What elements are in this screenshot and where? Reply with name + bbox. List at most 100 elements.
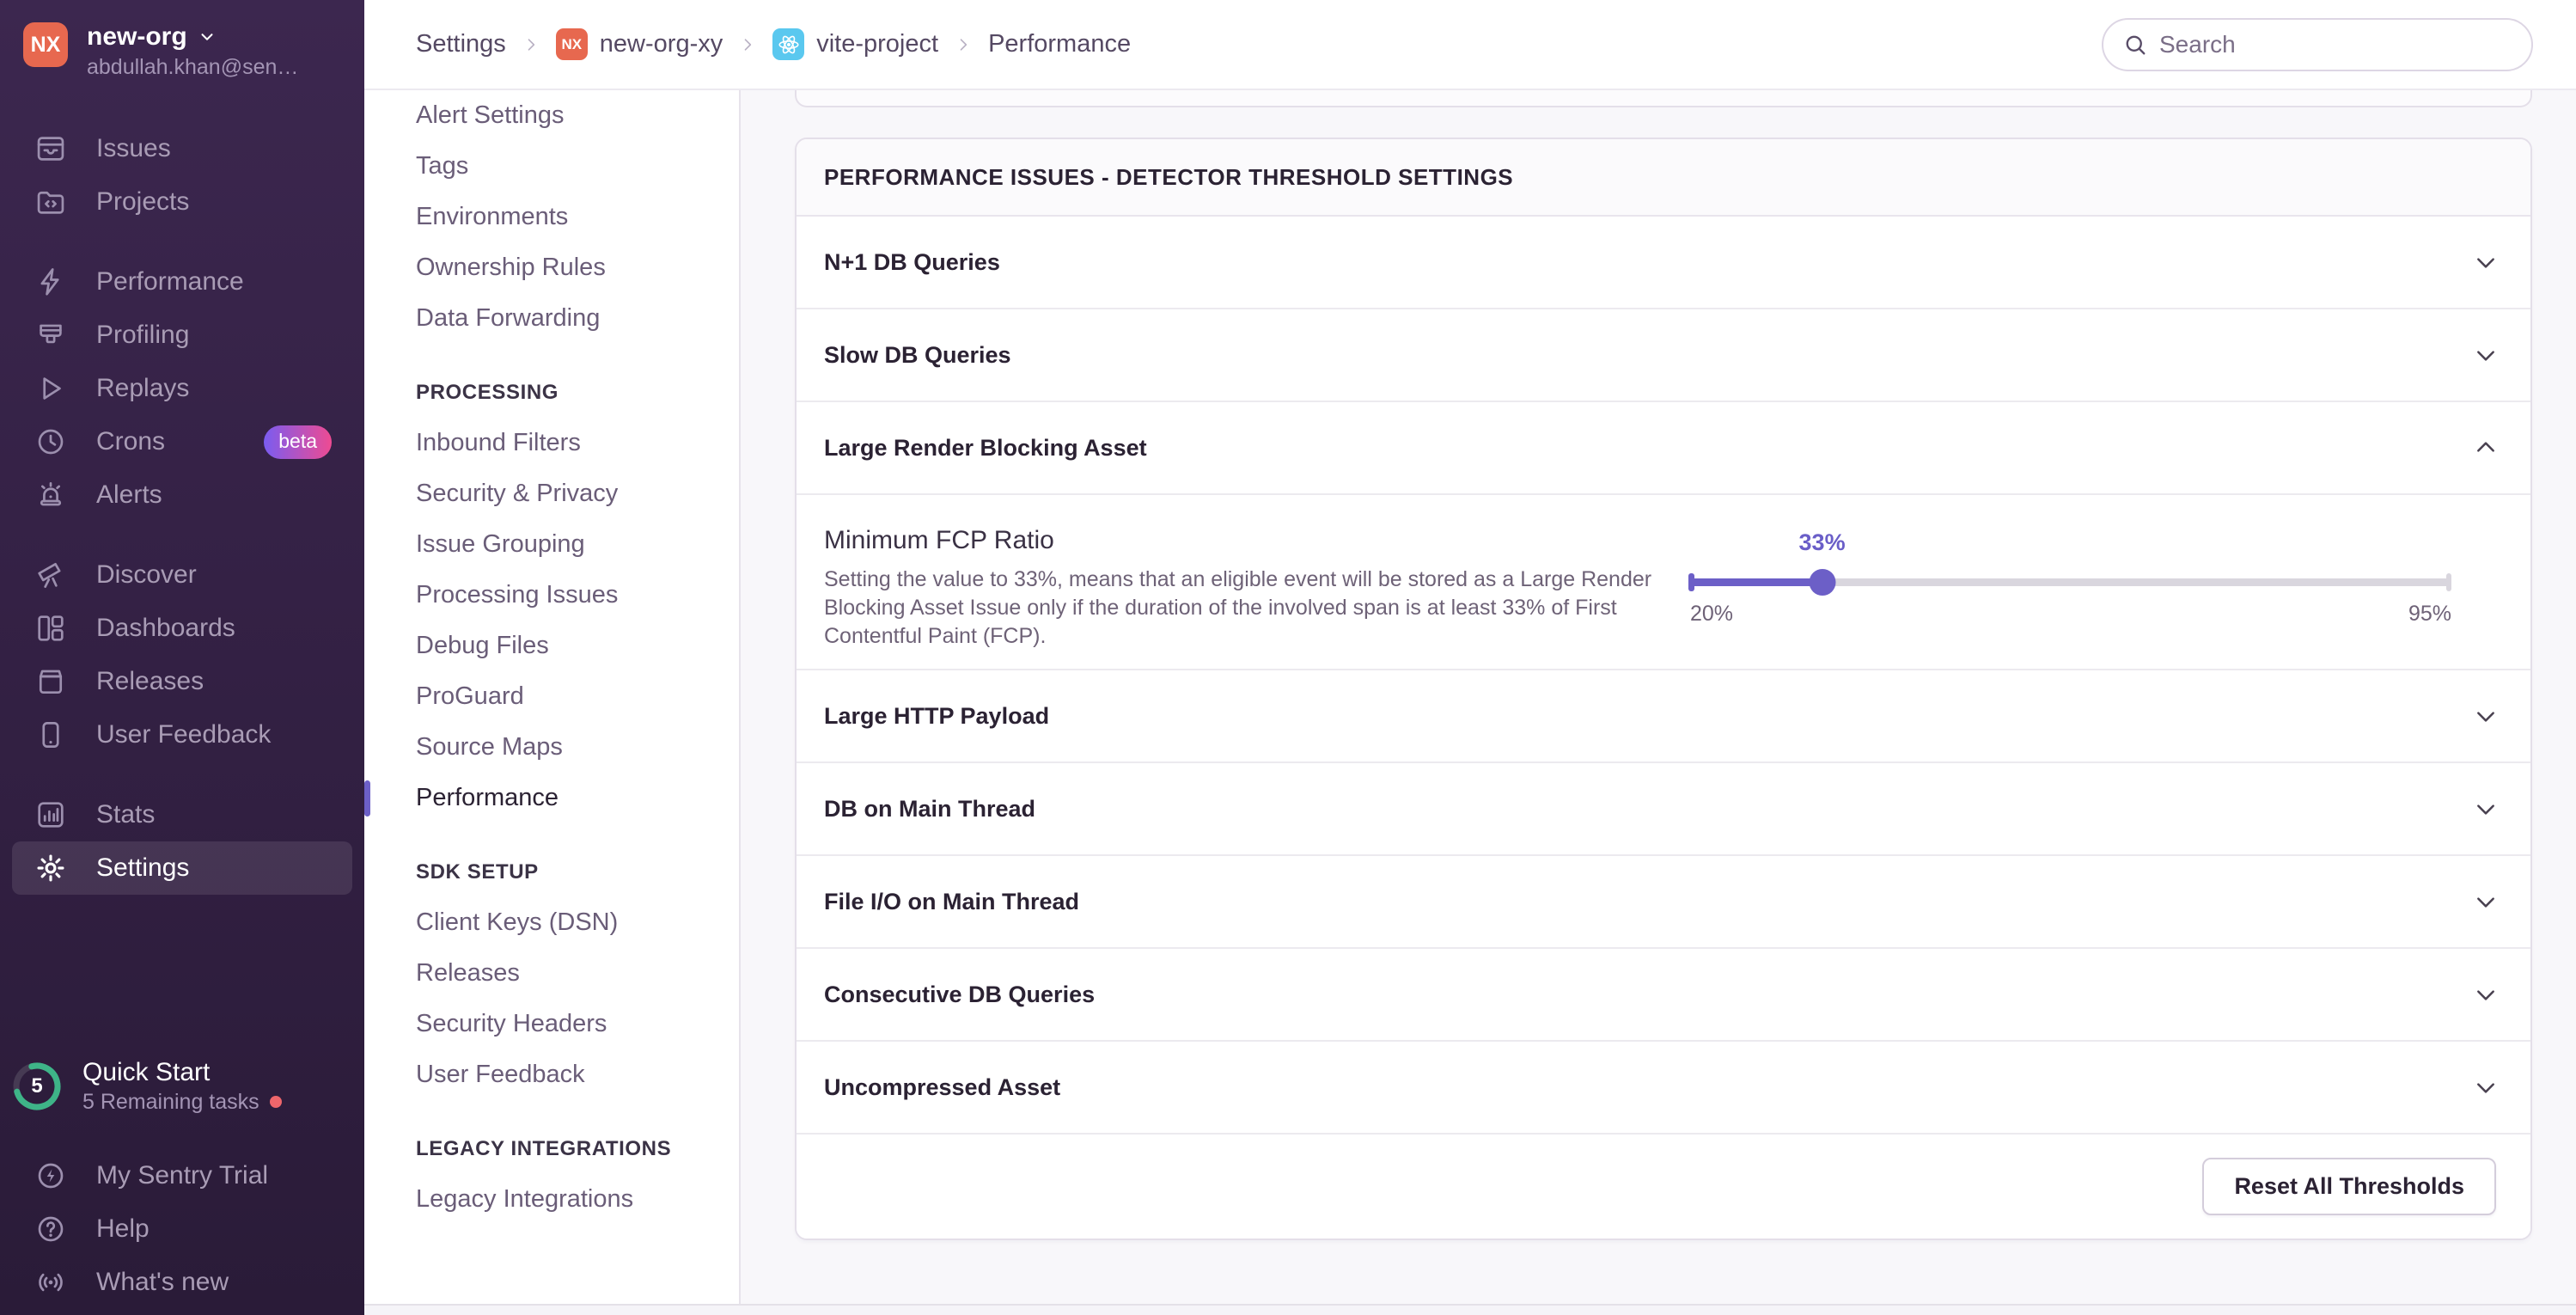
- nav-label: Performance: [96, 267, 244, 296]
- settings-nav: Alert Settings Tags Environments Ownersh…: [364, 90, 741, 1315]
- page-bottom-divider: [364, 1304, 2576, 1315]
- nav-item-dashboards[interactable]: Dashboards: [12, 602, 352, 655]
- breadcrumb-settings[interactable]: Settings: [416, 30, 506, 58]
- nav-label: Replays: [96, 374, 190, 402]
- issues-icon: [34, 132, 67, 165]
- slider-fill: [1690, 578, 1822, 586]
- slider-max-label: 95%: [2408, 602, 2451, 626]
- settings-nav-processing-issues[interactable]: Processing Issues: [416, 581, 619, 609]
- nav-divider-gap: [0, 761, 364, 788]
- react-project-icon: [772, 28, 805, 60]
- settings-nav-debug-files[interactable]: Debug Files: [416, 632, 549, 659]
- nav-item-settings[interactable]: Settings: [12, 841, 352, 895]
- nav-item-releases[interactable]: Releases: [12, 655, 352, 708]
- accordion-label: Slow DB Queries: [824, 341, 1011, 368]
- accordion-row-db-on-main-thread[interactable]: DB on Main Thread: [797, 763, 2530, 856]
- quick-start-subtitle: 5 Remaining tasks: [82, 1090, 259, 1114]
- primary-sidebar: NX new-org abdullah.khan@sen… Issues Pro…: [0, 0, 364, 1315]
- nav-item-issues[interactable]: Issues: [12, 122, 352, 175]
- breadcrumb-project[interactable]: vite-project: [772, 28, 938, 60]
- settings-nav-environments[interactable]: Environments: [416, 203, 569, 230]
- nav-label: What's new: [96, 1268, 229, 1296]
- alerts-icon: [34, 479, 67, 511]
- settings-nav-tags[interactable]: Tags: [416, 152, 469, 180]
- nav-item-profiling[interactable]: Profiling: [12, 309, 352, 362]
- settings-nav-section-sdk-setup: SDK SETUP: [416, 860, 539, 884]
- accordion-row-file-io-on-main-thread[interactable]: File I/O on Main Thread: [797, 856, 2530, 949]
- slider-track-end-cap: [2446, 573, 2451, 591]
- notification-dot: [269, 1096, 282, 1108]
- slider-track[interactable]: [1690, 578, 2451, 586]
- primary-nav: Issues Projects Performance Profiling Re…: [0, 122, 364, 895]
- settings-nav-user-feedback[interactable]: User Feedback: [416, 1061, 585, 1088]
- search-input[interactable]: [2159, 30, 2512, 58]
- nav-item-whats-new[interactable]: What's new: [12, 1256, 352, 1309]
- stats-icon: [34, 798, 67, 831]
- nav-label: Discover: [96, 560, 197, 589]
- accordion-row-n1-db-queries[interactable]: N+1 DB Queries: [797, 217, 2530, 309]
- nav-divider-gap: [0, 229, 364, 255]
- nav-label: Help: [96, 1214, 150, 1243]
- user-feedback-icon: [34, 719, 67, 751]
- slider-handle[interactable]: [1809, 569, 1836, 596]
- settings-nav-releases[interactable]: Releases: [416, 959, 520, 987]
- fcp-ratio-slider: 33% 20% 95%: [1688, 529, 2451, 669]
- chevron-right-icon: [955, 36, 972, 53]
- nav-item-crons[interactable]: Crons beta: [12, 415, 352, 468]
- chevron-down-icon: [2472, 341, 2500, 369]
- nav-label: Crons: [96, 427, 166, 456]
- main-content: PERFORMANCE ISSUES - DETECTOR THRESHOLD …: [741, 90, 2576, 1315]
- nav-item-replays[interactable]: Replays: [12, 362, 352, 415]
- accordion-row-consecutive-db-queries[interactable]: Consecutive DB Queries: [797, 949, 2530, 1042]
- quick-start-progress-ring: 5: [13, 1062, 61, 1110]
- nav-item-user-feedback[interactable]: User Feedback: [12, 708, 352, 761]
- settings-nav-security-headers[interactable]: Security Headers: [416, 1010, 607, 1037]
- accordion-label: Uncompressed Asset: [824, 1073, 1061, 1100]
- chevron-down-icon: [2472, 248, 2500, 276]
- topbar: Settings NX new-org-xy: [364, 0, 2576, 90]
- accordion-row-large-render-blocking-asset[interactable]: Large Render Blocking Asset: [797, 402, 2530, 495]
- quick-start-count: 5: [31, 1074, 43, 1098]
- accordion-row-slow-db-queries[interactable]: Slow DB Queries: [797, 309, 2530, 402]
- settings-nav-data-forwarding[interactable]: Data Forwarding: [416, 304, 601, 332]
- panel-title: PERFORMANCE ISSUES - DETECTOR THRESHOLD …: [797, 139, 2530, 217]
- settings-nav-ownership-rules[interactable]: Ownership Rules: [416, 254, 606, 281]
- chevron-down-icon: [198, 28, 217, 46]
- nav-label: Settings: [96, 853, 190, 882]
- accordion-row-large-http-payload[interactable]: Large HTTP Payload: [797, 670, 2530, 763]
- org-switcher[interactable]: NX new-org abdullah.khan@sen…: [0, 22, 364, 80]
- nav-label: User Feedback: [96, 720, 272, 749]
- settings-nav-legacy-integrations[interactable]: Legacy Integrations: [416, 1185, 634, 1213]
- settings-nav-proguard[interactable]: ProGuard: [416, 682, 524, 710]
- breadcrumb-project-label: vite-project: [816, 30, 939, 58]
- nav-label: Projects: [96, 187, 190, 216]
- nav-item-stats[interactable]: Stats: [12, 788, 352, 841]
- nav-item-alerts[interactable]: Alerts: [12, 468, 352, 522]
- settings-gear-icon: [34, 852, 67, 884]
- settings-nav-source-maps[interactable]: Source Maps: [416, 733, 563, 761]
- nav-item-help[interactable]: Help: [12, 1202, 352, 1256]
- settings-nav-issue-grouping[interactable]: Issue Grouping: [416, 530, 585, 558]
- quick-start-panel[interactable]: 5 Quick Start 5 Remaining tasks: [0, 1058, 364, 1115]
- settings-nav-client-keys[interactable]: Client Keys (DSN): [416, 908, 619, 936]
- replays-icon: [34, 372, 67, 405]
- nav-item-projects[interactable]: Projects: [12, 175, 352, 229]
- settings-nav-security-privacy[interactable]: Security & Privacy: [416, 480, 619, 507]
- settings-nav-alert-settings[interactable]: Alert Settings: [416, 101, 565, 129]
- settings-nav-performance[interactable]: Performance: [364, 773, 730, 823]
- org-avatar: NX: [23, 22, 68, 67]
- nav-item-discover[interactable]: Discover: [12, 548, 352, 602]
- profiling-icon: [34, 319, 67, 352]
- nav-item-performance[interactable]: Performance: [12, 255, 352, 309]
- accordion-row-uncompressed-asset[interactable]: Uncompressed Asset: [797, 1042, 2530, 1135]
- reset-all-thresholds-button[interactable]: Reset All Thresholds: [2202, 1158, 2496, 1215]
- chevron-up-icon: [2472, 434, 2500, 462]
- help-icon: [34, 1213, 67, 1245]
- breadcrumb-performance[interactable]: Performance: [988, 30, 1132, 58]
- breadcrumb-organization[interactable]: NX new-org-xy: [555, 28, 723, 60]
- org-name: new-org: [87, 22, 187, 51]
- settings-nav-inbound-filters[interactable]: Inbound Filters: [416, 429, 581, 456]
- slider-value-label: 33%: [1798, 529, 1846, 555]
- nav-item-my-sentry-trial[interactable]: My Sentry Trial: [12, 1149, 352, 1202]
